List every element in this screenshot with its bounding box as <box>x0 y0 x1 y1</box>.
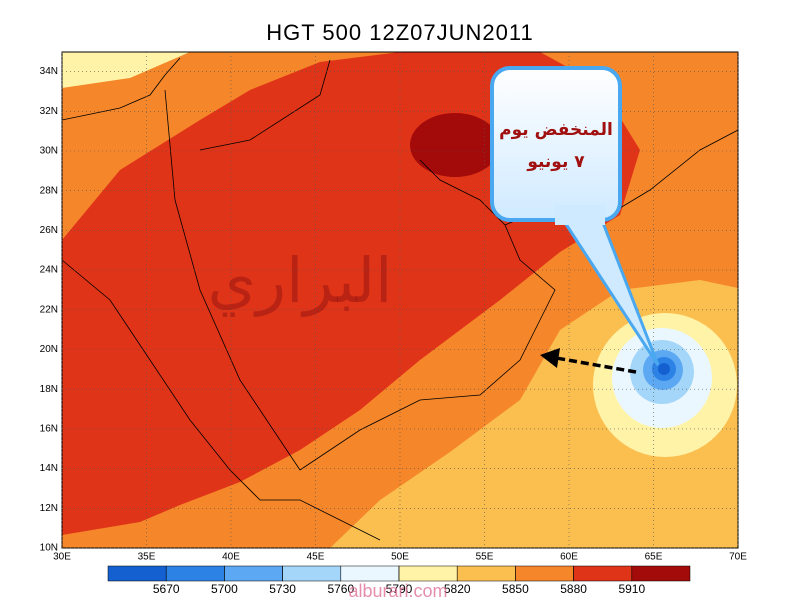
arrow-head <box>540 348 560 368</box>
callout-join <box>555 205 605 225</box>
colorbar-swatch <box>515 565 574 582</box>
colorbar-swatch <box>282 565 342 582</box>
title: HGT 500 12Z07JUN2011 <box>266 20 533 45</box>
lat-label: 20N <box>40 344 58 355</box>
lat-label: 30N <box>40 146 58 157</box>
lat-label: 32N <box>40 106 58 117</box>
colorbar-swatch <box>165 565 225 582</box>
graticule: 10N 12N 14N 16N 18N 20N 22N 24N 26N 28N 30N 32N 34N 3… <box>40 52 747 563</box>
colorbar-label: 5670 <box>153 582 180 596</box>
colorbar-label: 5880 <box>560 582 587 596</box>
colorbar-label: 5730 <box>269 582 296 596</box>
colorbar-swatch <box>573 565 633 582</box>
colorbar-label: 5760 <box>327 582 354 596</box>
lon-label: 35E <box>138 552 156 563</box>
lat-label: 28N <box>40 185 58 196</box>
colorbar: 5670 5700 5730 5760 5790 5820 5850 5880 5910 <box>107 565 691 596</box>
lat-label: 22N <box>40 304 58 315</box>
colorbar-swatch <box>340 565 400 582</box>
lat-label: 34N <box>40 66 58 77</box>
website: alburari.com <box>348 581 447 600</box>
lat-label: 26N <box>40 225 58 236</box>
watermark: البراري <box>208 244 393 317</box>
colorbar-swatch <box>456 565 516 582</box>
lon-label: 60E <box>560 552 578 563</box>
lon-label: 70E <box>729 552 747 563</box>
lat-label: 14N <box>40 463 58 474</box>
colorbar-label: 5820 <box>444 582 471 596</box>
colorbar-swatch <box>224 565 283 582</box>
lat-label: 12N <box>40 503 58 514</box>
callout-line: المنخفض يوم <box>499 120 613 140</box>
arrow <box>555 356 637 374</box>
lon-label: 65E <box>645 552 663 563</box>
lat-label: 10N <box>40 543 58 554</box>
colorbar-label: 5910 <box>618 582 645 596</box>
colorbar-swatch <box>398 565 458 582</box>
colorbar-label: 5790 <box>386 582 413 596</box>
callout-line: ٧ يونيو <box>526 152 585 172</box>
colorbar-label: 5700 <box>211 582 238 596</box>
lon-label: 30E <box>53 552 71 563</box>
lon-label: 50E <box>391 552 409 563</box>
lat-label: 16N <box>40 424 58 435</box>
callout-bubble <box>490 66 622 222</box>
colorbar-label: 5850 <box>502 582 529 596</box>
lon-label: 45E <box>307 552 325 563</box>
colorbar-swatch <box>631 565 691 582</box>
colorbar-swatch <box>107 565 167 582</box>
lat-label: 24N <box>40 265 58 276</box>
lon-label: 55E <box>476 552 494 563</box>
lat-label: 18N <box>40 384 58 395</box>
lon-label: 40E <box>222 552 240 563</box>
